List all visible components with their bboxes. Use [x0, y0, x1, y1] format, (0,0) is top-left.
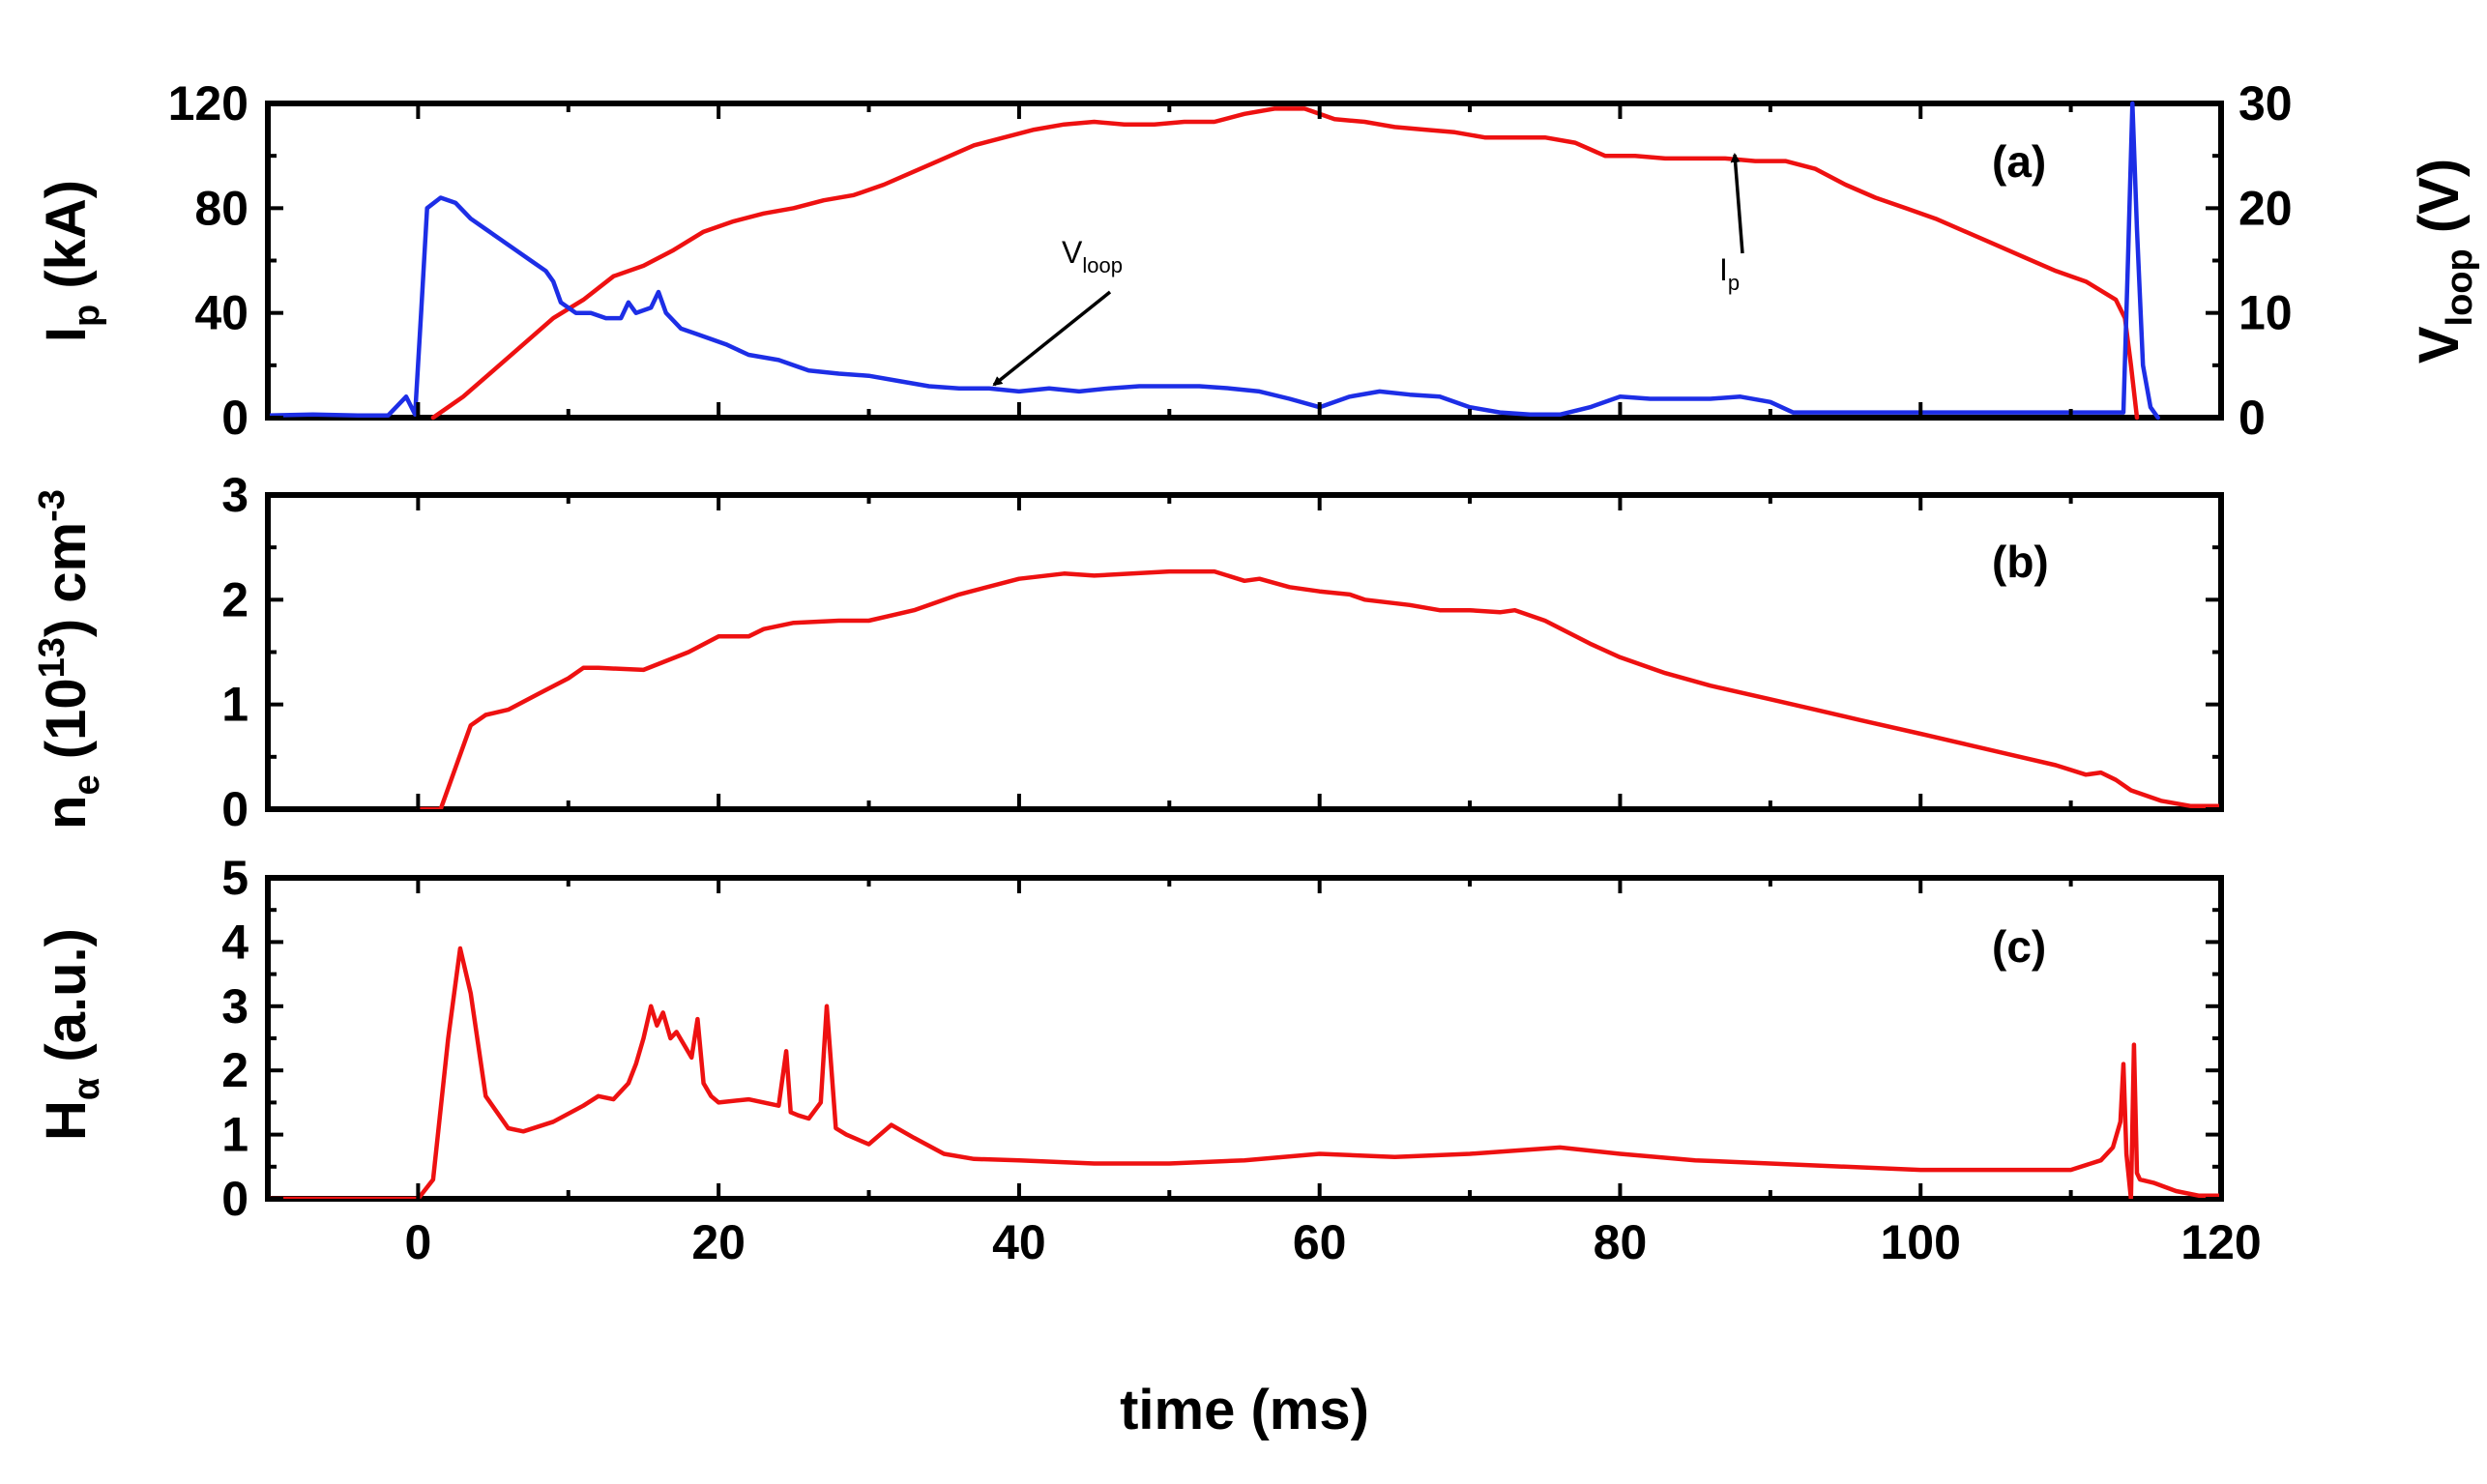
annotation-vloop-arrow [992, 290, 1112, 387]
ytick-label: 0 [221, 782, 249, 836]
panel-a-frame [265, 101, 2224, 421]
panel-b-label: (b) [1992, 537, 2049, 587]
series-ne-line [416, 568, 2221, 809]
annotation-ip-label: Ip [1719, 252, 1740, 295]
xtick-label: 0 [404, 1215, 431, 1269]
ytick-label: 4 [221, 915, 249, 969]
ytick-label: 0 [2238, 391, 2266, 445]
ytick-label: 3 [221, 468, 249, 522]
xtick-label: 60 [1293, 1215, 1347, 1269]
xtick-label: 80 [1594, 1215, 1648, 1269]
ytick-label: 80 [194, 181, 249, 235]
panel-a-series [268, 101, 2160, 421]
panel-b-frame [265, 492, 2224, 812]
ytick-label: 10 [2238, 286, 2293, 340]
ylabel-ne: ne (1013) cm-3 [32, 489, 107, 829]
ylabel-ip: Ip (kA) [35, 180, 107, 342]
ytick-label: 1 [221, 1108, 249, 1162]
series-ip-line [430, 106, 2140, 421]
ylabel-vloop: Vloop (V) [2408, 159, 2480, 364]
panel-a-label: (a) [1992, 136, 2046, 187]
ytick-label: 0 [221, 1172, 249, 1226]
ytick-label: 20 [2238, 181, 2293, 235]
ytick-label: 2 [221, 1043, 249, 1097]
xtick-label: 120 [2180, 1215, 2261, 1269]
panel-b-series [416, 568, 2221, 809]
ytick-label: 0 [221, 391, 249, 445]
annotation-vloop: Vloop [992, 235, 1123, 387]
annotation-vloop-label: Vloop [1062, 235, 1123, 277]
ytick-label: 3 [221, 979, 249, 1033]
ytick-label: 2 [221, 572, 249, 626]
xtick-label: 100 [1881, 1215, 1961, 1269]
xtick-label: 20 [691, 1215, 746, 1269]
xlabel: time (ms) [1120, 1379, 1369, 1441]
ytick-label: 30 [2238, 76, 2293, 131]
series-halpha-line [268, 946, 2221, 1199]
series-vloop-line [268, 101, 2160, 421]
ytick-label: 1 [221, 678, 249, 732]
annotation-ip: Ip [1719, 153, 1744, 295]
panel-c-series [268, 946, 2221, 1199]
panel-c-frame [265, 875, 2224, 1202]
annotation-ip-arrow [1730, 153, 1744, 254]
ylabel-halpha: Hα (a.u.) [35, 928, 107, 1141]
ytick-label: 5 [221, 851, 249, 905]
ytick-label: 40 [194, 286, 249, 340]
panel-c-label: (c) [1992, 921, 2046, 972]
ytick-label: 120 [168, 76, 249, 131]
xtick-label: 40 [992, 1215, 1046, 1269]
